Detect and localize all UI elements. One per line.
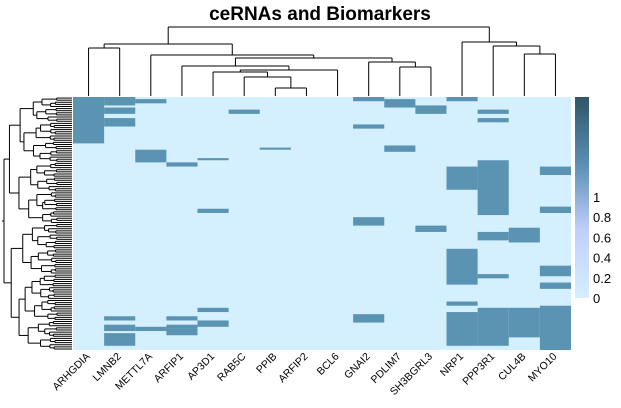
- column-label: NRP1: [438, 351, 466, 379]
- colorbar-tick-label: 0: [593, 291, 600, 306]
- row-dendrogram: [2, 97, 72, 350]
- heatmap-cell-high: [477, 307, 509, 346]
- heatmap-cell-high: [104, 97, 136, 106]
- heatmap-cell-high: [446, 301, 478, 306]
- color-legend: 0 0.2 0.4 0.6 0.8 1: [575, 97, 611, 306]
- heatmap-cell-high: [353, 124, 385, 129]
- heatmap-cell-high: [384, 145, 416, 152]
- colorbar-tick-label: 0.6: [593, 230, 611, 245]
- heatmap-cell-high: [135, 149, 167, 163]
- column-label: ARFIP2: [276, 351, 311, 386]
- heatmap-cell-high: [446, 248, 478, 285]
- heatmap-cell-high: [197, 307, 229, 313]
- heatmap-cell-high: [353, 97, 385, 102]
- colorbar: [575, 97, 589, 298]
- heatmap-cell-high: [104, 118, 136, 127]
- heatmap-cell-high: [197, 158, 229, 161]
- heatmap-cell-high: [104, 324, 136, 332]
- heatmap-cell-high: [415, 105, 447, 114]
- heatmap-cell-high: [508, 227, 540, 243]
- heatmap-cell-high: [259, 147, 291, 150]
- column-label: PPIB: [254, 351, 279, 376]
- column-label: BCL6: [315, 351, 342, 378]
- heatmap-cell-high: [166, 324, 198, 329]
- column-dendrogram: [88, 26, 556, 96]
- heatmap-cell-high: [477, 109, 509, 114]
- heatmap-cell-high: [477, 160, 509, 216]
- heatmap-cell-high: [539, 166, 571, 176]
- heatmap-cell-high: [197, 208, 229, 213]
- heatmap-cell-high: [539, 305, 571, 350]
- heatmap-cell-high: [166, 328, 198, 336]
- heatmap-cell-high: [539, 265, 571, 277]
- heatmap-cell-high: [104, 333, 136, 346]
- column-label: ARHGDIA: [50, 351, 92, 393]
- colorbar-tick-label: 1: [593, 190, 600, 205]
- heatmap-cell-high: [135, 99, 167, 104]
- heatmap-cell-high: [353, 314, 385, 323]
- heatmap-cell-high: [446, 166, 478, 190]
- heatmap-cell-high: [104, 107, 136, 114]
- heatmap-cell-high: [104, 316, 136, 321]
- heatmap-cell-high: [539, 206, 571, 213]
- heatmap-cell-high: [135, 326, 167, 332]
- heatmap-cell-high: [477, 274, 509, 279]
- heatmap-cell-high: [477, 231, 509, 241]
- heatmap-cell-high: [166, 316, 198, 321]
- heatmap-cell-high: [353, 217, 385, 226]
- colorbar-tick-label: 0.2: [593, 271, 611, 286]
- column-label: PPP3R1: [460, 351, 497, 388]
- heatmap-cell-high: [477, 118, 509, 123]
- column-label: MYO10: [526, 351, 560, 385]
- column-label: ARFIP1: [152, 351, 187, 386]
- heatmap-cell-high: [197, 320, 229, 327]
- heatmap-cells: [73, 97, 571, 350]
- heatmap-cell-high: [539, 282, 571, 289]
- column-label: RAB5C: [215, 350, 249, 384]
- colorbar-tick-label: 0.8: [593, 210, 611, 225]
- heatmap-cell-high: [446, 97, 478, 102]
- heatmap-cell-high: [415, 225, 447, 232]
- heatmap-cell-high: [73, 97, 105, 144]
- heatmap-cell-high: [166, 162, 198, 167]
- heatmap-cell-high: [446, 312, 478, 346]
- colorbar-tick-label: 0.4: [593, 251, 611, 266]
- column-label: AP3D1: [185, 351, 217, 383]
- heatmap-cell-high: [228, 109, 260, 114]
- heatmap-cell-high: [508, 307, 540, 338]
- column-label: CUL4B: [496, 351, 528, 383]
- heatmap-cell-high: [384, 99, 416, 108]
- chart-title: ceRNAs and Biomarkers: [209, 4, 431, 25]
